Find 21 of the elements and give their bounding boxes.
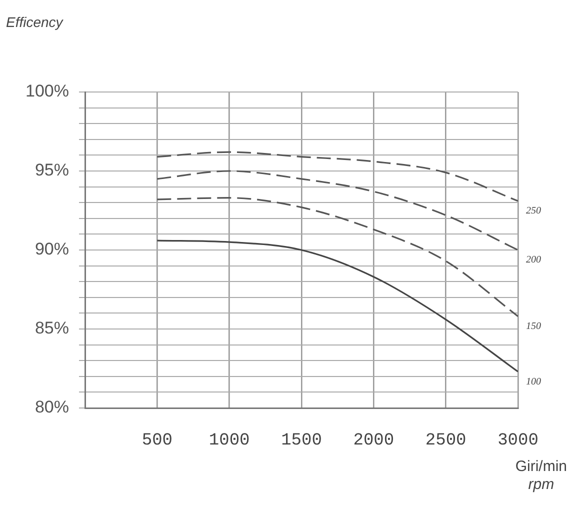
y-tick-label: 100% [26,82,69,101]
series-label: 250 [526,206,541,217]
series-label: 200 [526,254,541,266]
x-tick-label: 1500 [281,432,322,451]
line-series [156,197,518,318]
series-label: 150 [526,320,541,332]
x-tick-label: 500 [142,432,172,451]
y-tick-label: 95% [34,160,69,180]
x-axis-title: Giri/min rpm [515,458,567,494]
y-tick-label: 80% [34,398,69,417]
line-series [156,240,518,372]
line-series [156,170,518,251]
series-label: 100 [526,376,541,388]
y-axis-title: Efficency [6,14,63,30]
x-tick-label: 1000 [208,432,250,451]
line-series [156,151,518,202]
x-tick-label: 3000 [498,432,538,451]
x-tick-label: 2500 [425,432,466,451]
y-tick-label: 85% [34,318,69,338]
x-tick-label: 2000 [353,432,394,451]
y-tick-label: 90% [34,240,69,259]
